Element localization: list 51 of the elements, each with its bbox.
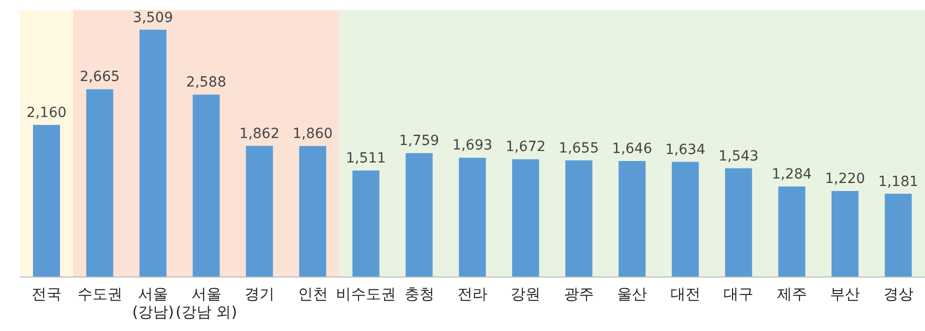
data-label: 1,511 (346, 150, 386, 167)
data-label: 2,588 (186, 74, 226, 91)
x-tick-label: 대구 (724, 285, 754, 303)
data-label: 1,759 (399, 133, 440, 150)
data-label: 1,646 (612, 141, 652, 158)
bar (725, 168, 752, 277)
x-tick-label: 인천 (298, 285, 328, 303)
x-tick-label: 울산 (617, 285, 648, 303)
data-label: 1,284 (772, 166, 812, 183)
x-tick-label: 서울 (강남) (132, 285, 174, 321)
bar (672, 162, 699, 277)
data-label: 1,181 (878, 174, 918, 190)
bar (192, 94, 220, 277)
data-label: 2,160 (26, 104, 67, 121)
bar (299, 146, 326, 277)
bar (618, 161, 646, 277)
x-tick-label: 부산 (830, 285, 860, 303)
bar (86, 89, 114, 277)
data-label: 1,860 (292, 126, 333, 142)
x-tick-label: 수도권 (77, 285, 122, 303)
bar (352, 170, 380, 277)
x-tick-label: 경상 (883, 285, 914, 303)
data-label: 1,693 (452, 138, 492, 154)
data-label: 1,655 (558, 140, 599, 156)
bar (33, 124, 60, 277)
x-tick-label: 충청 (404, 285, 434, 303)
x-tick-label: 전국 (32, 285, 62, 303)
data-label: 1,543 (718, 148, 759, 164)
x-tick-label: 제주 (776, 285, 807, 303)
bar (884, 194, 912, 277)
x-tick-label: 광주 (564, 285, 594, 303)
bar (832, 191, 859, 277)
bar (406, 153, 433, 277)
bar (565, 160, 592, 277)
data-label: 1,634 (665, 142, 706, 158)
x-tick-label: 대전 (670, 285, 700, 303)
bar (139, 30, 166, 277)
data-label: 2,665 (80, 69, 120, 86)
x-tick-label: 전라 (458, 285, 488, 303)
bar (512, 159, 540, 277)
data-label: 3,509 (132, 10, 174, 26)
bar (778, 186, 806, 277)
x-tick-label: 비수도권 (336, 285, 396, 303)
x-tick-label: 강원 (510, 285, 541, 303)
x-tick-label: 서울 (강남 외) (176, 285, 238, 321)
data-label: 1,220 (824, 171, 866, 188)
x-tick-label: 경기 (244, 285, 275, 303)
bar (246, 146, 273, 277)
data-label: 1,672 (506, 139, 546, 156)
bar (458, 158, 486, 277)
data-label: 1,862 (239, 126, 280, 142)
